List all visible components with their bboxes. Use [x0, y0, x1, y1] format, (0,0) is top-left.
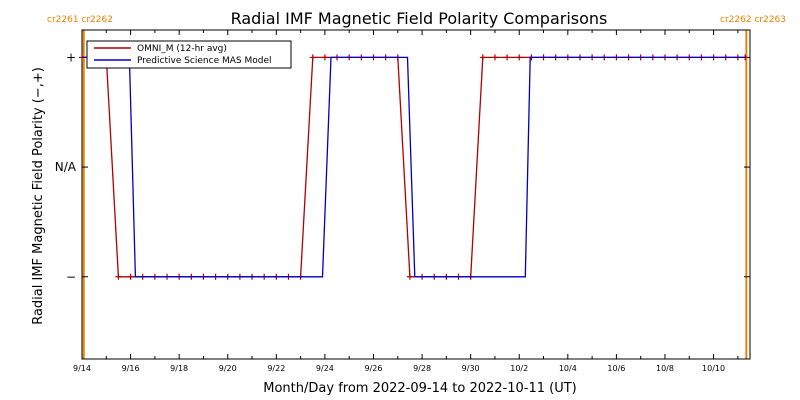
- chart-title: Radial IMF Magnetic Field Polarity Compa…: [231, 9, 608, 28]
- x-axis-label: Month/Day from 2022-09-14 to 2022-10-11 …: [263, 381, 576, 396]
- x-tick-label: 9/22: [267, 364, 285, 373]
- x-tick-label: 10/6: [607, 364, 625, 373]
- rotation-label-0: cr2261 cr2262: [47, 15, 113, 25]
- x-tick-label: 9/16: [122, 364, 140, 373]
- series-group: [79, 54, 749, 280]
- y-axis-label: Radial IMF Magnetic Field Polarity (−,+): [31, 67, 46, 325]
- rotation-label-1: cr2262 cr2263: [720, 15, 786, 25]
- x-tick-label: 9/20: [219, 364, 237, 373]
- x-axis-ticks: 9/14 9/16 9/18 9/20 9/22 9/24 9/26 9/28 9/30 10/2…: [73, 30, 739, 373]
- data-point: [115, 273, 122, 280]
- data-point: [516, 54, 523, 61]
- data-point: [127, 273, 134, 280]
- data-point: [504, 54, 511, 61]
- data-point: [321, 54, 328, 61]
- legend-label-omni: OMNI_M (12-hr avg): [137, 44, 227, 54]
- y-tick-label: N/A: [55, 160, 77, 174]
- data-point: [309, 54, 316, 61]
- x-tick-label: 10/8: [656, 364, 674, 373]
- x-tick-label: 10/2: [510, 364, 528, 373]
- data-point: [491, 54, 498, 61]
- x-tick-label: 9/24: [316, 364, 334, 373]
- legend-box: [86, 40, 292, 69]
- y-tick-label: +: [66, 50, 76, 64]
- x-tick-label: 10/4: [559, 364, 577, 373]
- x-tick-label: 9/30: [462, 364, 480, 373]
- x-tick-label: 10/10: [702, 364, 725, 373]
- legend-label-model: Predictive Science MAS Model: [137, 56, 272, 66]
- legend: OMNI_M (12-hr avg) Predictive Science MA…: [86, 40, 292, 69]
- x-tick-label: 9/28: [413, 364, 431, 373]
- data-point: [406, 273, 413, 280]
- y-tick-label: −: [66, 270, 76, 284]
- x-tick-label: 9/26: [365, 364, 383, 373]
- y-axis-ticks: + N/A −: [55, 50, 750, 284]
- series-line-1: [82, 56, 747, 278]
- x-tick-label: 9/18: [170, 364, 188, 373]
- x-tick-label: 9/14: [73, 364, 91, 373]
- data-point: [479, 54, 486, 61]
- plot-frame: [81, 29, 751, 360]
- carrington-rotation-markers: cr2261 cr2262 cr2262 cr2263: [47, 15, 786, 359]
